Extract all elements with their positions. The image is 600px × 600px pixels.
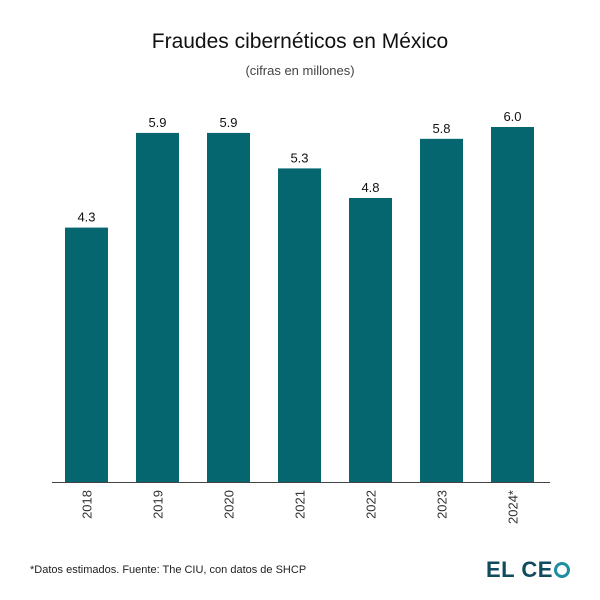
bar-2023	[420, 138, 463, 483]
bar-2024*	[491, 127, 534, 482]
value-label-2022: 4.8	[361, 180, 379, 195]
bar-2020	[207, 132, 250, 482]
value-label-2024*: 6.0	[503, 109, 521, 124]
x-tick-label-2023: 2023	[435, 490, 450, 519]
el-ceo-logo: EL CE	[486, 557, 570, 583]
x-tick-label-2021: 2021	[293, 490, 308, 519]
chart-title: Fraudes cibernéticos en México	[151, 30, 449, 53]
bar-2019	[136, 132, 179, 482]
x-tick-label-2020: 2020	[222, 490, 237, 519]
bar-chart: 4.3 2018 5.9 2019 5.9 2020 5.3 2021 4.8 2022 5.8 20…	[52, 109, 550, 524]
bar-2021	[278, 168, 321, 482]
value-label-2023: 5.8	[432, 121, 450, 136]
x-tick-label-2019: 2019	[151, 490, 166, 519]
bar-2018	[65, 227, 108, 482]
logo-text: EL CE	[486, 557, 553, 582]
chart-subtitle: (cifras en millones)	[245, 63, 355, 78]
value-label-2021: 5.3	[290, 150, 308, 165]
source-note: *Datos estimados. Fuente: The CIU, con d…	[30, 564, 307, 576]
value-label-2018: 4.3	[77, 210, 95, 225]
value-label-2019: 5.9	[148, 115, 166, 130]
x-tick-label-2022: 2022	[364, 490, 379, 519]
logo-o-icon	[553, 562, 570, 578]
x-tick-label-2024*: 2024*	[506, 490, 521, 524]
bar-2022	[349, 198, 392, 482]
value-label-2020: 5.9	[219, 115, 237, 130]
x-tick-label-2018: 2018	[80, 490, 95, 519]
